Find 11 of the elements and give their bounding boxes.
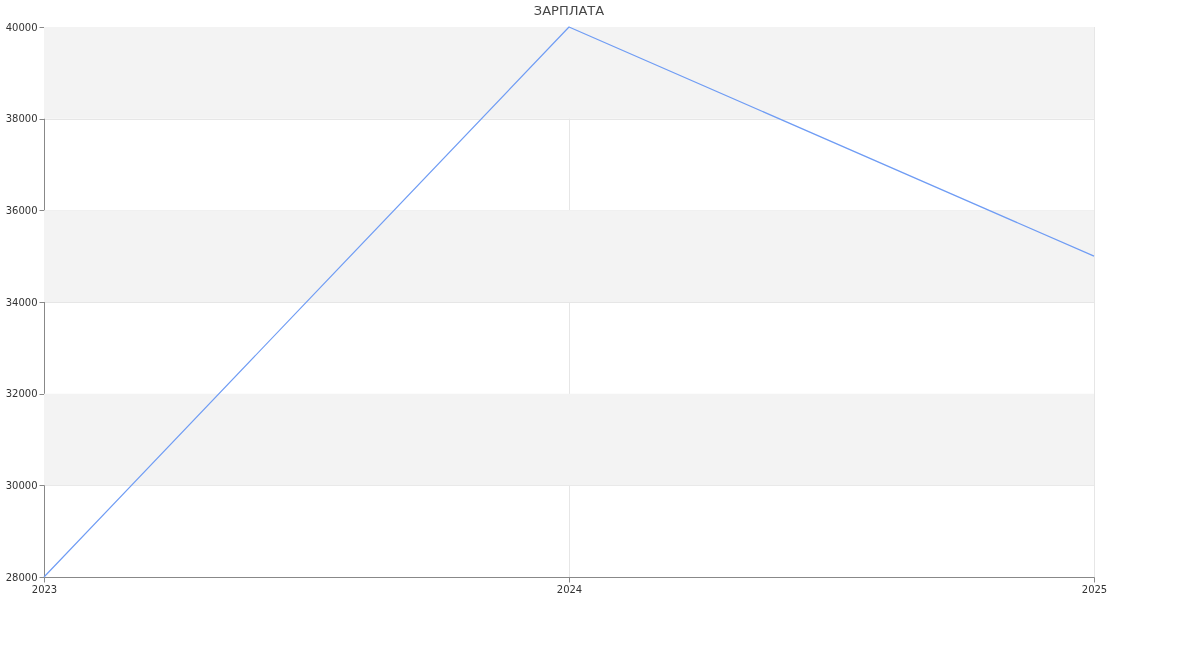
y-tick-label: 40000 (5, 21, 38, 33)
y-tick-label: 30000 (5, 479, 38, 491)
y-tick-label: 34000 (5, 296, 38, 308)
y-tick-label: 28000 (5, 571, 38, 583)
x-tick-label: 2024 (556, 583, 583, 595)
y-tick-label: 32000 (5, 388, 38, 400)
x-tick-label: 2023 (31, 583, 58, 595)
chart-title: ЗАРПЛАТА (533, 3, 605, 18)
x-tick-label: 2025 (1081, 583, 1108, 595)
y-tick-label: 38000 (5, 113, 38, 125)
y-tick-label: 36000 (5, 204, 38, 216)
